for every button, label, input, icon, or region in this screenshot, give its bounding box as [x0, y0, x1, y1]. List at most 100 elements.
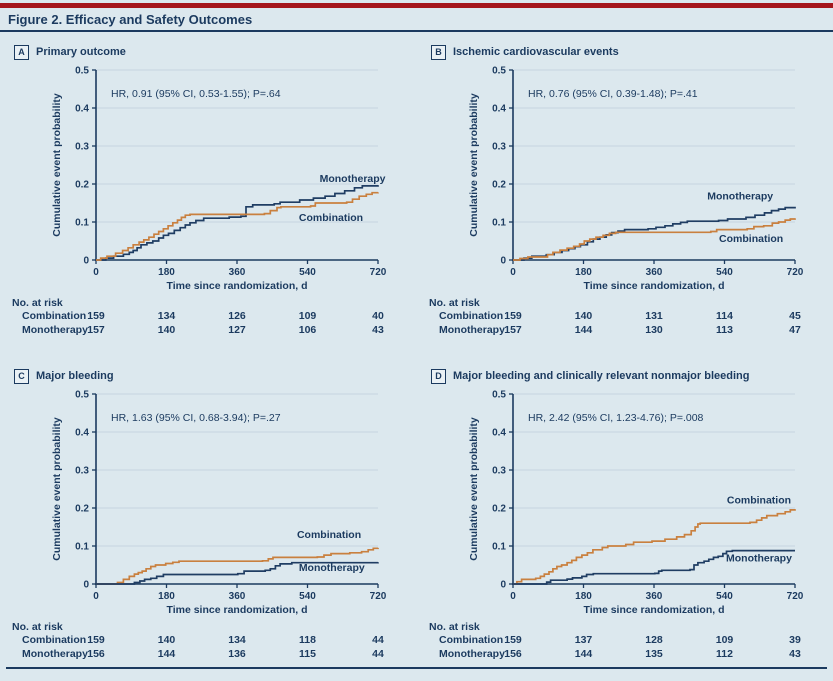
x-tick-label: 360 [646, 591, 663, 602]
risk-value: 127 [228, 324, 246, 336]
risk-row-label: Monotherapy [439, 648, 505, 660]
x-tick-label: 540 [716, 267, 733, 278]
y-tick-label: 0.4 [492, 428, 506, 439]
x-tick-label: 360 [229, 591, 246, 602]
x-tick-label: 360 [229, 267, 246, 278]
risk-value: 39 [789, 634, 801, 646]
risk-value: 135 [645, 648, 663, 660]
panel-letter-box: C [14, 368, 29, 384]
risk-value: 106 [298, 324, 317, 336]
x-tick-label: 720 [787, 591, 804, 602]
km-chart-a: 0 0.1 0.2 0.3 0.4 0.5 0 180 360 540 720 Cumulative … [51, 66, 387, 293]
series-label: Combination [727, 495, 791, 507]
y-tick-label: 0.5 [492, 66, 506, 77]
risk-value: 140 [574, 310, 593, 322]
panel-c: C Major bleeding 0 0.1 0.2 0.3 0.4 0.5 0 180 360… [0, 368, 416, 680]
risk-table-d: No. at risk Combination 159 137 128 109 39 Mon… [417, 620, 833, 670]
hr-annotation: HR, 0.76 (95% CI, 0.39-1.48); P=.41 [528, 88, 698, 100]
y-tick-label: 0.5 [75, 390, 89, 401]
bottom-divider [6, 667, 827, 669]
risk-value: 157 [504, 324, 522, 336]
risk-table-header: No. at risk [12, 621, 63, 633]
y-tick-label: 0.4 [75, 104, 89, 115]
risk-table-b: No. at risk Combination 159 140 131 114 45 Mon… [417, 296, 833, 346]
risk-value: 126 [228, 310, 246, 322]
risk-value: 134 [228, 634, 246, 646]
risk-row-label: Monotherapy [22, 324, 88, 336]
risk-row-label: Monotherapy [439, 324, 505, 336]
y-tick-label: 0.1 [75, 542, 89, 553]
y-tick-label: 0.2 [75, 504, 89, 515]
panel-letter-box: A [14, 44, 29, 60]
y-tick-label: 0.5 [492, 390, 506, 401]
risk-value: 40 [372, 310, 384, 322]
risk-value: 115 [299, 648, 316, 660]
km-curve-monotherapy [96, 185, 379, 261]
x-axis-title: Time since randomization, d [583, 280, 724, 292]
km-curve-monotherapy [96, 561, 379, 585]
panel-header: B Ischemic cardiovascular events [417, 44, 833, 60]
panel-a: A Primary outcome 0 0.1 0.2 0.3 0.4 0.5 0 180 36… [0, 44, 416, 356]
hr-annotation: HR, 0.91 (95% CI, 0.53-1.55); P=.64 [111, 88, 281, 100]
risk-value: 156 [87, 648, 105, 660]
series-label: Monotherapy [726, 553, 792, 565]
series-label: Monotherapy [320, 173, 386, 185]
risk-value: 44 [372, 634, 384, 646]
x-tick-label: 180 [158, 267, 175, 278]
x-axis-title: Time since randomization, d [583, 604, 724, 616]
x-axis-title: Time since randomization, d [166, 604, 307, 616]
y-axis-title: Cumulative event probability [51, 417, 63, 561]
y-tick-label: 0 [83, 256, 89, 267]
km-curve-combination [513, 509, 796, 585]
risk-value: 159 [504, 310, 522, 322]
risk-value: 140 [157, 324, 176, 336]
risk-row-label: Combination [439, 634, 504, 646]
y-axis-title: Cumulative event probability [468, 417, 480, 561]
x-tick-label: 720 [370, 267, 387, 278]
y-tick-label: 0.3 [75, 142, 89, 153]
y-tick-label: 0.3 [75, 466, 89, 477]
y-tick-label: 0 [500, 580, 506, 591]
panel-d: D Major bleeding and clinically relevant… [417, 368, 833, 680]
risk-value: 44 [372, 648, 384, 660]
risk-value: 112 [716, 648, 733, 660]
risk-value: 114 [716, 310, 733, 322]
risk-value: 109 [298, 310, 317, 322]
risk-value: 136 [228, 648, 246, 660]
risk-table-c: No. at risk Combination 159 140 134 118 44 Mon… [0, 620, 416, 670]
x-tick-label: 0 [510, 267, 516, 278]
risk-value: 134 [157, 310, 176, 322]
y-tick-label: 0.3 [492, 142, 506, 153]
risk-value: 45 [789, 310, 801, 322]
x-axis-title: Time since randomization, d [166, 280, 307, 292]
risk-row-label: Combination [22, 310, 87, 322]
top-red-rule [0, 3, 833, 8]
panel-letter-box: B [431, 44, 446, 60]
y-tick-label: 0.4 [492, 104, 506, 115]
panel-title: Ischemic cardiovascular events [453, 46, 619, 58]
panel-title: Primary outcome [36, 46, 126, 58]
panel-title: Major bleeding and clinically relevant n… [453, 370, 750, 382]
risk-value: 144 [574, 648, 593, 660]
series-label: Monotherapy [707, 191, 773, 203]
y-tick-label: 0.1 [492, 218, 506, 229]
figure-title: Figure 2. Efficacy and Safety Outcomes [8, 12, 253, 27]
risk-value: 157 [87, 324, 105, 336]
y-tick-label: 0 [83, 580, 89, 591]
risk-row-label: Combination [22, 634, 87, 646]
risk-value: 144 [157, 648, 176, 660]
x-tick-label: 180 [575, 591, 592, 602]
risk-value: 130 [645, 324, 663, 336]
risk-value: 131 [645, 310, 663, 322]
y-tick-label: 0.1 [492, 542, 506, 553]
y-tick-label: 0.2 [75, 180, 89, 191]
y-tick-label: 0.4 [75, 428, 89, 439]
x-tick-label: 180 [575, 267, 592, 278]
km-curve-combination [96, 547, 379, 585]
risk-table-a: No. at risk Combination 159 134 126 109 40 Mon… [0, 296, 416, 346]
x-tick-label: 360 [646, 267, 663, 278]
x-tick-label: 540 [716, 591, 733, 602]
risk-value: 43 [789, 648, 801, 660]
km-chart-d: 0 0.1 0.2 0.3 0.4 0.5 0 180 360 540 720 Cumulative … [468, 390, 804, 617]
